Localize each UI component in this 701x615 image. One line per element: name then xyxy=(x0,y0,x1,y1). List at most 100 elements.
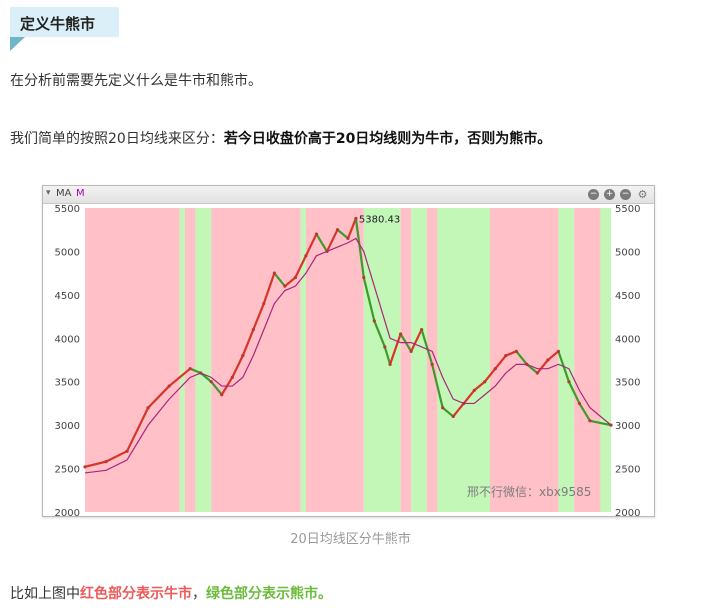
price-point xyxy=(451,414,455,419)
price-point xyxy=(472,388,476,392)
bull-region xyxy=(574,208,601,512)
price-point xyxy=(399,332,403,336)
price-point xyxy=(220,393,224,397)
y-tick-label-right: 4000 xyxy=(615,334,640,345)
price-point xyxy=(241,354,245,358)
y-tick-label-right: 2500 xyxy=(615,465,640,476)
y-tick-label-right: 5500 xyxy=(615,204,640,215)
price-segment xyxy=(473,380,486,392)
plus-icon[interactable]: + xyxy=(604,189,615,200)
bull-explanation-text: 红色部分表示牛市 xyxy=(80,586,192,602)
chart-window: ▾ MA M − + − ⚙ 2000 2000 2500 2500 3000 3000 3… xyxy=(42,185,655,517)
legend-intro-text: 比如上图中 xyxy=(10,586,80,602)
price-point xyxy=(567,380,571,384)
price-point xyxy=(383,345,387,349)
price-point xyxy=(104,460,108,464)
price-segment xyxy=(325,229,339,252)
price-segment xyxy=(294,255,307,278)
bull-region xyxy=(85,208,180,512)
price-point xyxy=(577,401,582,406)
price-point xyxy=(125,449,129,453)
y-tick-label-left: 4000 xyxy=(55,334,80,345)
bear-region xyxy=(195,208,212,512)
price-point xyxy=(304,254,308,258)
price-point xyxy=(535,371,539,375)
bull-region xyxy=(184,208,196,512)
collapse-caret-icon[interactable]: ▾ xyxy=(46,188,51,198)
chart-toolbar: ▾ MA M − + − ⚙ xyxy=(43,186,654,204)
gear-icon[interactable]: ⚙ xyxy=(637,188,648,201)
price-point xyxy=(314,232,319,236)
y-tick-label-left: 5000 xyxy=(55,247,80,258)
price-point xyxy=(546,358,550,362)
y-tick-label-right: 3000 xyxy=(615,421,640,432)
price-segment xyxy=(431,364,444,409)
price-segment xyxy=(410,329,423,352)
price-segment xyxy=(589,419,612,427)
paragraph-definition: 在分析前需要先定义什么是牛市和熊市。 xyxy=(10,70,262,90)
price-segment xyxy=(273,272,286,287)
price-segment xyxy=(494,354,507,370)
price-segment xyxy=(147,385,170,409)
price-segment xyxy=(105,450,128,463)
price-segment xyxy=(304,233,318,257)
price-point xyxy=(262,301,266,306)
paragraph-rule: 我们简单的按照20日均线来区分：若今日收盘价高于20日均线则为牛市，否则为熊市。 xyxy=(10,128,551,148)
price-segment xyxy=(354,218,365,278)
price-segment xyxy=(336,228,349,240)
y-tick-label-left: 2000 xyxy=(55,508,80,516)
price-point xyxy=(441,406,445,410)
price-segment xyxy=(189,367,202,375)
y-tick-label-left: 4500 xyxy=(55,291,80,302)
price-point xyxy=(362,275,366,280)
price-segment xyxy=(284,276,297,288)
bear-region xyxy=(411,208,427,512)
bear-region xyxy=(600,208,611,512)
peak-annotation: 5380.43 xyxy=(359,214,400,225)
price-point xyxy=(188,367,192,371)
bull-region xyxy=(305,208,364,512)
price-chart: 2000 2000 2500 2500 3000 3000 3500 3500 4000 4000… xyxy=(55,204,641,516)
price-segment xyxy=(315,233,328,252)
price-segment xyxy=(389,333,402,365)
price-segment xyxy=(536,359,549,374)
price-point xyxy=(335,228,340,232)
y-tick-label-left: 2500 xyxy=(55,465,80,476)
price-segment xyxy=(241,329,255,357)
price-segment xyxy=(452,402,465,418)
y-tick-label-right: 3500 xyxy=(615,378,640,389)
price-segment xyxy=(578,402,591,422)
price-segment xyxy=(262,272,276,304)
watermark-text: 邢不行微信：xbx9585 xyxy=(467,485,591,499)
paragraph-legend-explanation: 比如上图中红色部分表示牛市，绿色部分表示熊市。 xyxy=(10,583,332,603)
price-segment xyxy=(373,320,386,348)
price-segment xyxy=(252,303,265,331)
price-segment xyxy=(547,350,560,361)
heading-title: 定义牛熊市 xyxy=(20,15,96,33)
bear-region xyxy=(558,208,575,512)
price-point xyxy=(354,216,358,221)
price-segment xyxy=(346,218,357,239)
minus-icon[interactable]: − xyxy=(588,189,599,200)
section-heading: 定义牛熊市 xyxy=(10,7,119,37)
rule-bold-text: 若今日收盘价高于20日均线则为牛市，否则为熊市。 xyxy=(223,131,552,147)
rule-intro-text: 我们简单的按照20日均线来区分： xyxy=(10,131,224,147)
mode-label[interactable]: M xyxy=(76,188,85,199)
price-segment xyxy=(567,381,581,404)
price-point xyxy=(230,375,234,379)
price-point xyxy=(372,319,376,323)
ma20-line xyxy=(84,237,612,474)
chart-caption: 20日均线区分牛熊市 xyxy=(290,532,411,547)
price-point xyxy=(430,362,434,366)
bull-region xyxy=(211,208,301,512)
price-point xyxy=(493,367,497,371)
price-point xyxy=(209,380,213,384)
price-segment xyxy=(200,372,212,383)
y-tick-label-right: 4500 xyxy=(615,291,640,302)
price-point xyxy=(514,349,518,353)
indicator-label[interactable]: MA xyxy=(56,188,72,199)
price-segment xyxy=(462,389,476,405)
price-point xyxy=(167,384,171,388)
price-segment xyxy=(126,407,150,452)
zoom-out-icon[interactable]: − xyxy=(620,189,631,200)
